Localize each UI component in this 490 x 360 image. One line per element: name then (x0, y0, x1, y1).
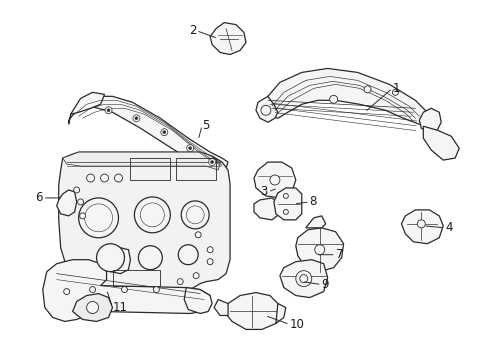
Text: 10: 10 (290, 318, 305, 331)
Circle shape (135, 117, 138, 120)
Circle shape (64, 289, 70, 294)
Circle shape (153, 287, 159, 293)
Circle shape (138, 246, 162, 270)
Polygon shape (274, 188, 302, 220)
Polygon shape (423, 126, 459, 160)
Circle shape (78, 198, 119, 238)
Polygon shape (69, 96, 228, 172)
Circle shape (100, 174, 108, 182)
Text: 9: 9 (322, 278, 329, 291)
Circle shape (207, 247, 213, 253)
Text: 5: 5 (202, 119, 210, 132)
Circle shape (270, 175, 280, 185)
Polygon shape (63, 152, 220, 170)
Circle shape (186, 206, 204, 224)
Circle shape (187, 145, 194, 152)
Circle shape (177, 279, 183, 285)
Polygon shape (210, 23, 246, 54)
Circle shape (209, 159, 216, 166)
Circle shape (211, 161, 214, 163)
Polygon shape (254, 162, 296, 198)
Bar (176, 158, 216, 180)
Circle shape (189, 147, 192, 150)
Polygon shape (59, 152, 230, 296)
Circle shape (115, 174, 122, 182)
Circle shape (161, 129, 168, 136)
Polygon shape (276, 303, 286, 323)
Polygon shape (254, 198, 280, 220)
Polygon shape (401, 210, 443, 244)
Text: 2: 2 (189, 24, 196, 37)
Circle shape (77, 199, 84, 205)
Bar (130, 158, 171, 180)
Circle shape (87, 174, 95, 182)
Polygon shape (224, 293, 280, 329)
Circle shape (283, 193, 288, 198)
Polygon shape (280, 260, 328, 298)
Polygon shape (296, 228, 343, 272)
Polygon shape (43, 260, 210, 321)
Polygon shape (57, 190, 76, 216)
Polygon shape (306, 216, 326, 228)
Circle shape (105, 107, 112, 114)
Circle shape (296, 271, 312, 287)
Polygon shape (256, 96, 278, 122)
Circle shape (107, 109, 110, 112)
Text: 8: 8 (310, 195, 317, 208)
Circle shape (364, 86, 371, 93)
Circle shape (417, 220, 425, 228)
Polygon shape (104, 248, 130, 274)
Polygon shape (71, 92, 104, 114)
Text: 6: 6 (35, 192, 43, 204)
Circle shape (392, 89, 398, 95)
Text: 7: 7 (336, 248, 343, 261)
Circle shape (133, 115, 140, 122)
Circle shape (193, 273, 199, 279)
Circle shape (85, 204, 113, 232)
Circle shape (97, 244, 124, 272)
Polygon shape (184, 288, 212, 314)
Circle shape (300, 275, 308, 283)
Circle shape (195, 232, 201, 238)
Circle shape (141, 203, 164, 227)
Text: 3: 3 (261, 185, 268, 198)
Text: 1: 1 (392, 82, 400, 95)
Circle shape (74, 187, 80, 193)
Circle shape (330, 95, 338, 103)
Circle shape (90, 287, 96, 293)
Polygon shape (419, 108, 441, 132)
Circle shape (315, 245, 325, 255)
Circle shape (122, 287, 127, 293)
Circle shape (80, 213, 86, 219)
Circle shape (134, 197, 171, 233)
Polygon shape (214, 300, 228, 315)
Text: 11: 11 (113, 301, 127, 314)
Circle shape (163, 131, 166, 134)
Circle shape (178, 245, 198, 265)
Circle shape (283, 210, 288, 214)
Circle shape (261, 105, 271, 115)
Bar (113, 270, 160, 285)
Circle shape (87, 302, 98, 314)
Polygon shape (73, 293, 113, 321)
Circle shape (181, 201, 209, 229)
Text: 4: 4 (445, 221, 453, 234)
Polygon shape (262, 68, 429, 126)
Circle shape (207, 259, 213, 265)
